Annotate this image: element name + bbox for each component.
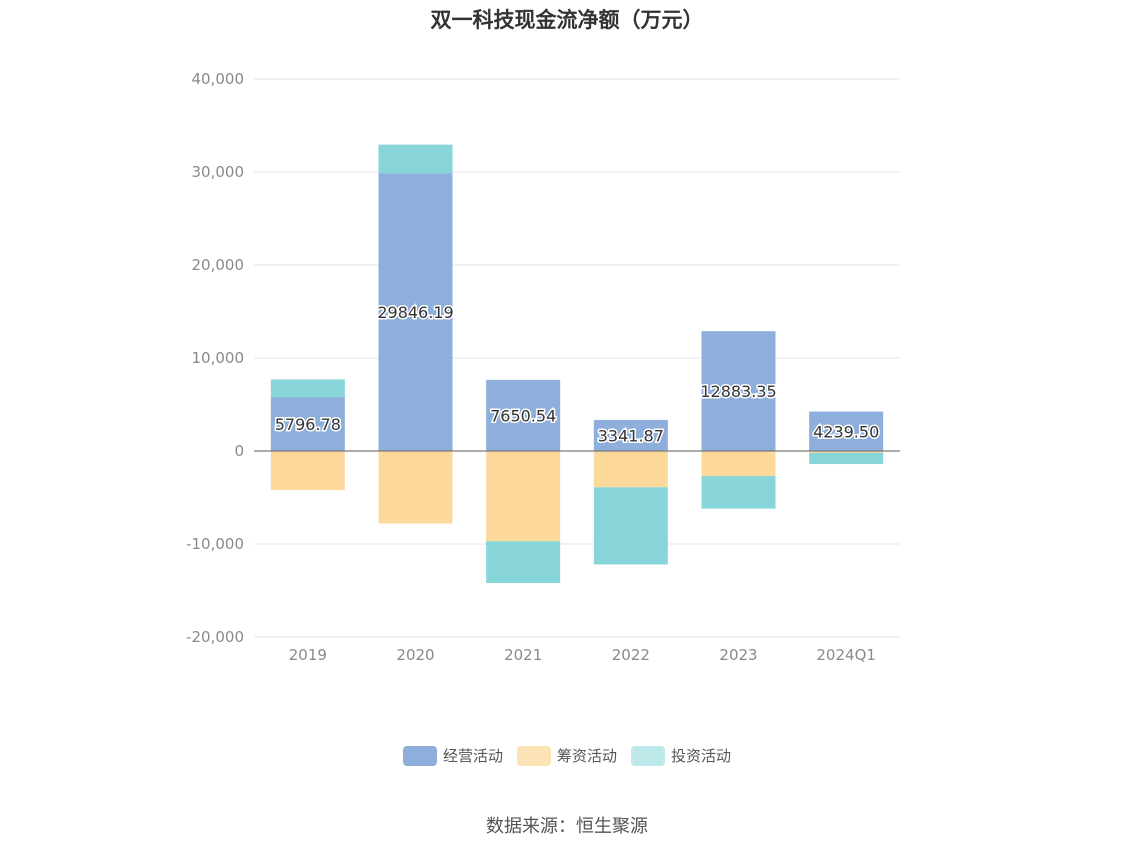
x-tick-label: 2022 <box>612 646 650 664</box>
bar-investing-2019 <box>270 379 345 398</box>
data-label-operating: 3341.87 <box>598 426 664 445</box>
x-tick-label: 2021 <box>504 646 542 664</box>
legend-swatch-financing <box>516 745 551 766</box>
bar-investing-2023 <box>701 476 776 509</box>
bar-operating-2022 <box>593 419 668 451</box>
y-tick-label: 10,000 <box>192 349 245 367</box>
y-tick-label: 40,000 <box>192 70 245 88</box>
legend-swatch-investing <box>631 745 665 766</box>
x-tick-label: 2019 <box>289 646 327 664</box>
data-source: 数据来源：恒生聚源 <box>486 816 648 837</box>
legend-item-investing[interactable]: 投资活动 <box>631 745 731 766</box>
x-tick-label: 2023 <box>719 646 757 664</box>
bar-investing-2021 <box>486 541 561 584</box>
bar-financing-2023 <box>701 451 776 477</box>
legend-label-investing: 投资活动 <box>671 747 732 765</box>
legend-label-operating: 经营活动 <box>442 747 503 765</box>
y-tick-label: 20,000 <box>192 256 245 274</box>
y-tick-label: -20,000 <box>186 628 244 646</box>
bar-operating-2023 <box>701 331 776 451</box>
y-tick-label: -10,000 <box>186 535 244 553</box>
data-label-operating: 5796.78 <box>275 415 341 434</box>
y-tick-label: 0 <box>234 442 244 460</box>
bar-financing-2019 <box>270 451 345 491</box>
bar-financing-2020 <box>378 451 453 524</box>
bar-financing-2021 <box>486 451 561 542</box>
axis-layer: -20,000 -10,000 0 10,000 20,000 30,000 40,000 2… <box>186 70 900 664</box>
legend: 经营活动 筹资活动 投资活动 <box>0 745 1134 766</box>
bar-investing-2024Q1 <box>809 452 884 465</box>
bar-investing-2020 <box>378 144 453 174</box>
label-layer: 5796.78 29846.19 7650.54 3341.87 12883.35 423… <box>273 302 881 447</box>
grid-layer <box>254 78 900 638</box>
legend-label-financing: 筹资活动 <box>556 747 617 765</box>
legend-item-financing[interactable]: 筹资活动 <box>516 745 617 766</box>
data-label-operating: 29846.19 <box>377 303 453 322</box>
chart-title: 双一科技现金流净额（万元） <box>430 8 704 32</box>
data-label-operating: 4239.50 <box>813 422 879 441</box>
x-tick-label: 2024Q1 <box>816 646 876 664</box>
y-tick-label: 30,000 <box>192 163 245 181</box>
data-label-operating: 12883.35 <box>700 382 776 401</box>
bar-operating-2024Q1 <box>809 411 884 451</box>
bar-investing-2022 <box>593 487 668 565</box>
x-tick-label: 2020 <box>396 646 434 664</box>
bar-financing-2022 <box>593 451 668 488</box>
bar-operating-2019 <box>270 397 345 451</box>
bar-layer <box>270 144 884 584</box>
legend-item-operating[interactable]: 经营活动 <box>402 745 503 766</box>
bar-operating-2021 <box>486 379 561 451</box>
bar-financing-2024Q1 <box>809 451 884 453</box>
data-label-operating: 7650.54 <box>490 406 556 425</box>
bar-operating-2020 <box>378 173 453 452</box>
legend-swatch-operating <box>402 745 437 766</box>
